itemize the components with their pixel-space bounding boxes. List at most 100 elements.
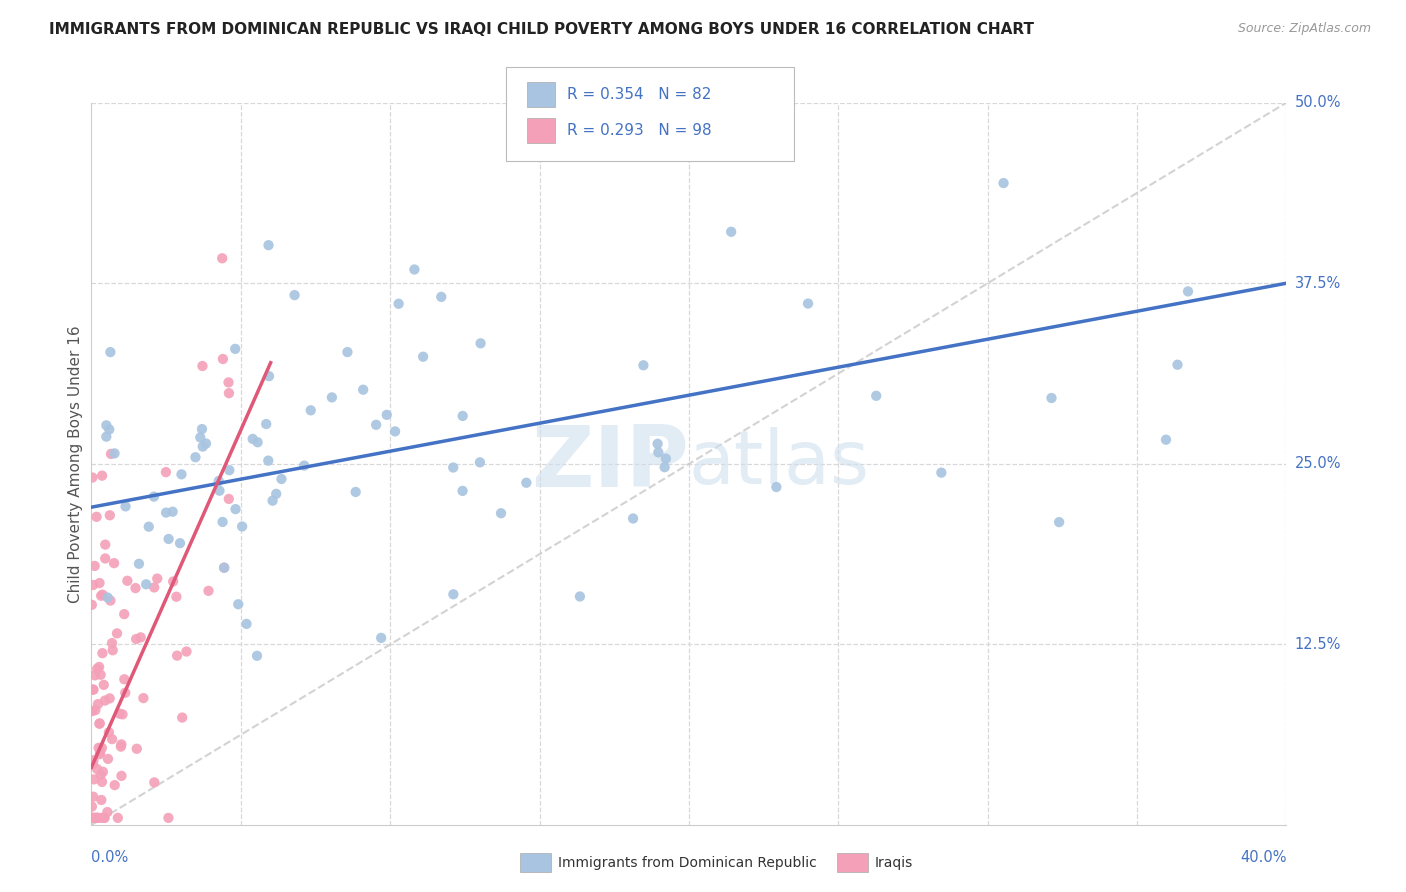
Point [112,673,135,687]
Point [87,811,110,825]
Point [112,607,135,621]
Point [375,408,398,422]
Text: 50.0%: 50.0% [1295,95,1341,110]
Point [80,811,103,825]
Point [489,506,512,520]
Point [257,238,280,252]
Point [101,636,124,650]
Point [270,472,292,486]
Point [441,460,464,475]
Point [225,502,247,516]
Point [82,757,104,772]
Point [93,811,115,825]
Point [235,616,257,631]
Point [105,626,128,640]
Point [218,463,240,477]
Text: IMMIGRANTS FROM DOMINICAN REPUBLIC VS IRAQI CHILD POVERTY AMONG BOYS UNDER 16 CO: IMMIGRANTS FROM DOMINICAN REPUBLIC VS IR… [49,22,1035,37]
Point [90,589,112,603]
Point [89,716,111,731]
Point [86,662,108,676]
Point [96,805,118,819]
Point [197,583,219,598]
Point [208,474,231,488]
Point [218,376,240,390]
Point [262,493,284,508]
Point [101,732,124,747]
Point [84,811,107,825]
Point [83,772,105,787]
Point [1047,515,1070,529]
Point [166,648,188,663]
Point [80,811,103,825]
Text: atlas: atlas [689,427,870,500]
Point [107,811,129,825]
Point [993,176,1015,190]
Point [91,588,114,602]
Point [765,480,787,494]
Point [111,707,134,722]
Point [647,437,669,451]
Point [100,447,122,461]
Point [621,511,644,525]
Point [1040,391,1063,405]
Text: R = 0.354   N = 82: R = 0.354 N = 82 [567,87,711,102]
Point [91,775,114,789]
Point [352,383,374,397]
Point [865,389,887,403]
Point [165,590,187,604]
Point [214,560,236,574]
Point [188,430,211,444]
Point [218,491,240,506]
Point [264,487,287,501]
Point [82,789,104,804]
Point [143,581,166,595]
Point [86,509,108,524]
Text: 25.0%: 25.0% [1295,457,1341,471]
Text: 40.0%: 40.0% [1240,850,1286,865]
Point [84,668,107,682]
Point [195,436,218,450]
Point [212,560,235,574]
Point [89,745,111,759]
Point [89,576,111,591]
Point [172,710,194,724]
Point [129,631,152,645]
Point [404,262,426,277]
Point [82,704,104,718]
Point [125,632,148,646]
Point [226,597,249,611]
Point [211,515,233,529]
Point [388,297,411,311]
Point [87,740,110,755]
Point [344,485,367,500]
Point [87,697,110,711]
Point [143,775,166,789]
Point [83,682,105,697]
Text: 12.5%: 12.5% [1295,637,1341,652]
Point [90,768,112,782]
Point [470,336,492,351]
Point [155,506,177,520]
Point [208,483,231,498]
Point [366,417,388,432]
Point [108,706,131,721]
Point [254,417,277,431]
Point [90,793,112,807]
Point [211,252,233,266]
Point [647,445,669,459]
Point [568,590,591,604]
Text: ZIP: ZIP [531,422,689,506]
Point [157,532,180,546]
Point [169,536,191,550]
Point [146,572,169,586]
Point [321,390,343,404]
Point [184,450,207,465]
Point [94,551,117,566]
Point [931,466,953,480]
Point [96,418,118,433]
Point [654,460,676,475]
Point [441,587,464,601]
Point [104,778,127,792]
Point [110,738,132,752]
Point [98,691,121,706]
